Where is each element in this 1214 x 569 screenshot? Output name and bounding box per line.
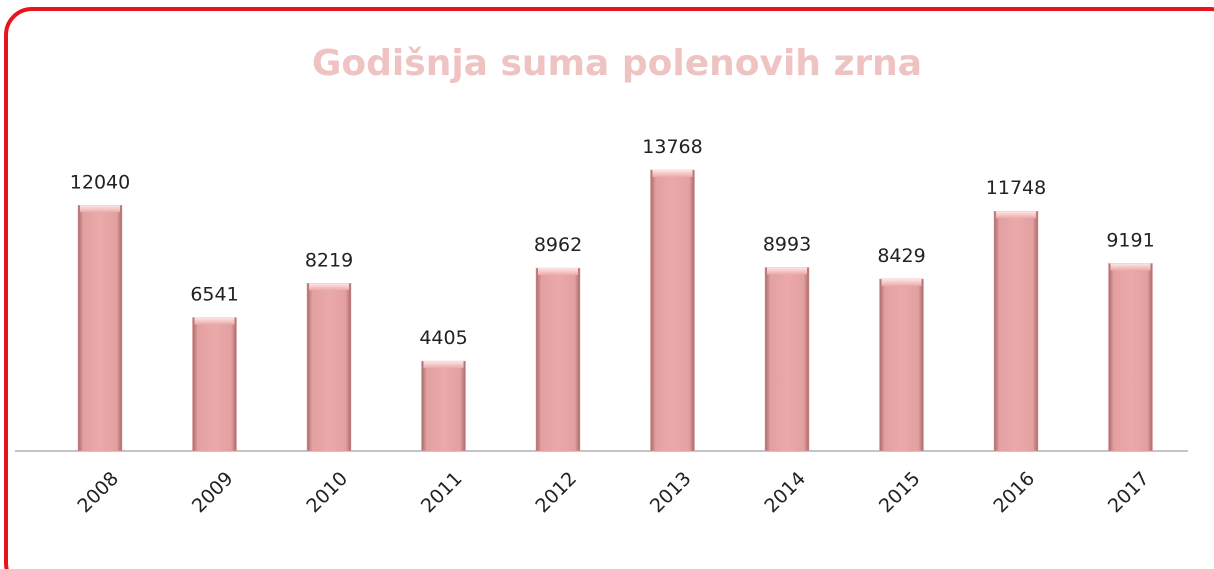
bar-group xyxy=(1108,263,1153,452)
bar-group xyxy=(77,205,123,452)
bar xyxy=(764,267,810,452)
x-tick-label: 2017 xyxy=(1104,468,1154,518)
bar xyxy=(306,283,352,452)
value-label: 12040 xyxy=(70,171,130,193)
bar xyxy=(650,169,695,452)
bar xyxy=(421,360,466,452)
x-tick-label: 2010 xyxy=(302,468,352,518)
frame xyxy=(4,7,1214,569)
value-label: 4405 xyxy=(419,327,467,349)
chart-title: Godišnja suma polenovih zrna xyxy=(312,43,922,84)
bar-group xyxy=(192,317,237,452)
bar-group xyxy=(650,169,695,452)
bar-cap xyxy=(423,361,464,369)
bar-cap xyxy=(767,267,807,275)
bar xyxy=(1108,263,1153,452)
bar xyxy=(879,278,924,452)
bar-cap xyxy=(652,170,693,177)
x-tick-label: 2013 xyxy=(646,468,696,518)
value-label: 11748 xyxy=(986,177,1046,199)
value-label: 8429 xyxy=(877,245,925,267)
x-tick-label: 2011 xyxy=(417,468,467,518)
bar-group xyxy=(993,210,1039,452)
value-label: 6541 xyxy=(190,284,238,306)
bar xyxy=(993,210,1039,452)
bar-cap xyxy=(538,268,578,276)
x-tick-label: 2009 xyxy=(188,468,238,518)
bar-group xyxy=(421,360,466,452)
bar-group xyxy=(306,283,352,452)
bar-cap xyxy=(194,317,235,325)
bar-group xyxy=(764,267,810,452)
x-tick-label: 2015 xyxy=(875,468,925,518)
x-tick-label: 2014 xyxy=(760,468,810,518)
bar xyxy=(192,317,237,452)
bar-group xyxy=(879,278,924,452)
bar xyxy=(535,267,581,452)
bar xyxy=(77,205,123,452)
value-label: 9191 xyxy=(1106,229,1154,251)
value-label: 13768 xyxy=(642,136,702,158)
bars: 12040 2008 6541 2009 8219 2010 4405 2011 8962 201… xyxy=(70,136,1155,517)
x-tick-label: 2008 xyxy=(73,468,123,518)
bar-cap xyxy=(1110,263,1151,271)
bar-cap xyxy=(80,205,120,213)
bar-cap xyxy=(996,211,1036,219)
bar-cap xyxy=(309,283,349,291)
bar-group xyxy=(535,267,581,452)
value-label: 8962 xyxy=(534,234,582,256)
x-tick-label: 2016 xyxy=(989,468,1039,518)
value-label: 8993 xyxy=(763,233,811,255)
bar-cap xyxy=(881,278,922,286)
value-label: 8219 xyxy=(305,249,353,271)
x-tick-label: 2012 xyxy=(531,468,581,518)
